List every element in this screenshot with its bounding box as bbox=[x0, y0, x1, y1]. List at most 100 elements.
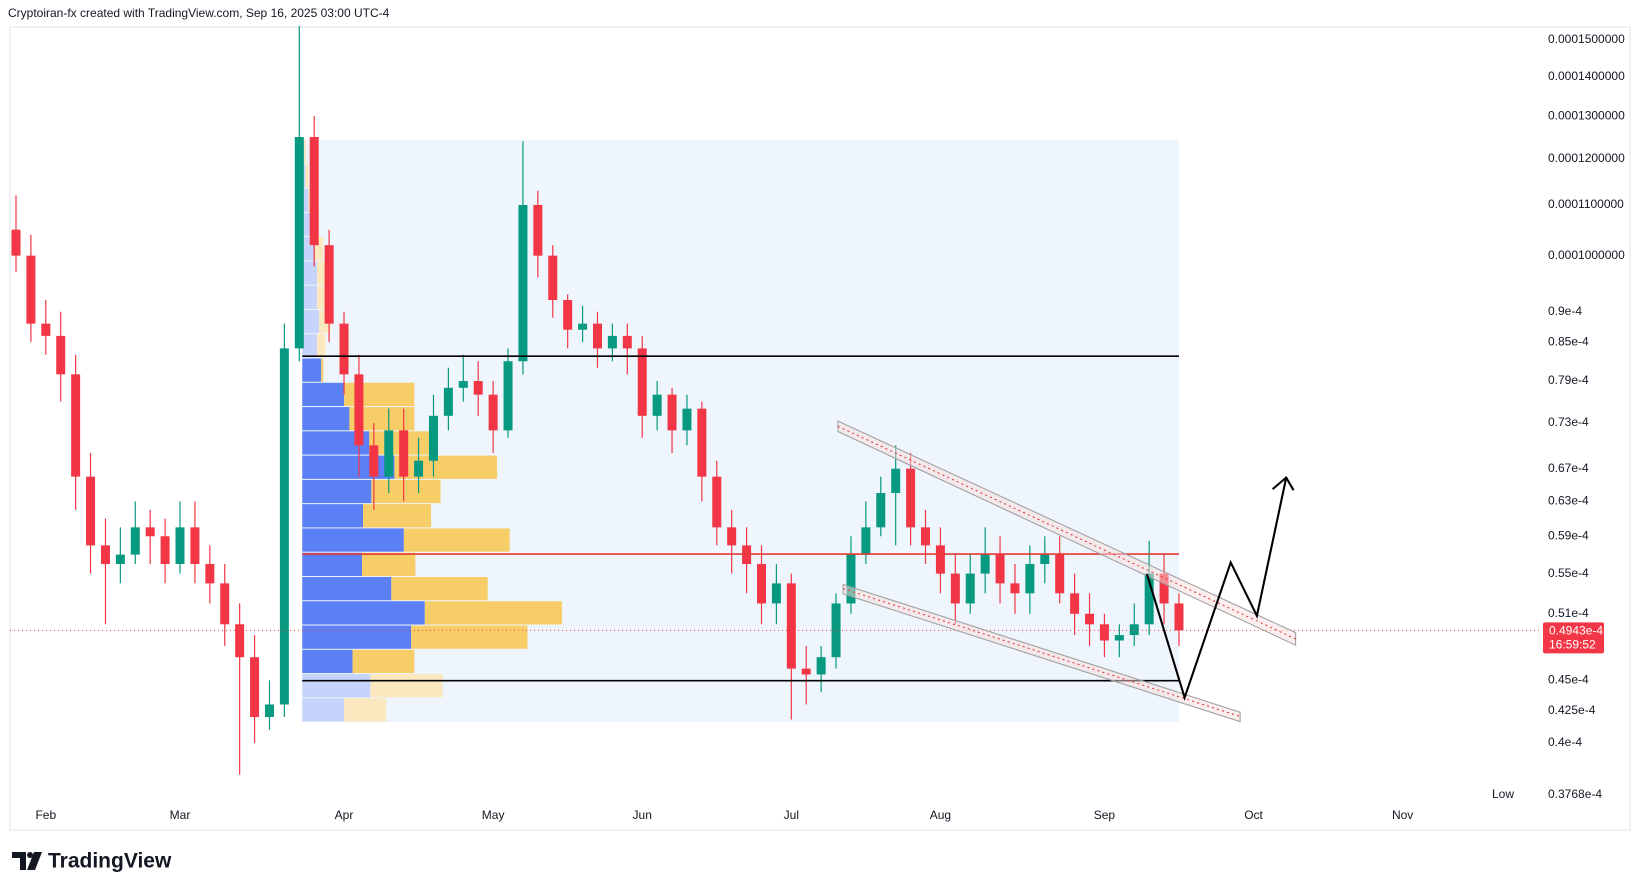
x-tick-label: Nov bbox=[1392, 808, 1413, 822]
candle-body bbox=[428, 415, 438, 461]
candle-body bbox=[995, 554, 1005, 584]
axis-layer: 0.0001500000 0.0001400000 0.0001300000 0.00… bbox=[35, 32, 1625, 822]
candle-body bbox=[533, 204, 543, 256]
candle-body bbox=[891, 468, 901, 494]
candle-body bbox=[264, 704, 274, 718]
candle-body bbox=[697, 408, 707, 477]
profile-down bbox=[321, 358, 324, 382]
candle-body bbox=[145, 527, 155, 537]
profile-up bbox=[302, 285, 317, 309]
y-tick-label: 0.425e-4 bbox=[1548, 703, 1596, 717]
candle-body bbox=[1025, 564, 1035, 594]
candle-body bbox=[801, 668, 811, 675]
x-tick-label: Aug bbox=[930, 808, 951, 822]
candle-body bbox=[965, 573, 975, 604]
profile-down bbox=[411, 625, 528, 649]
candle-body bbox=[1144, 573, 1154, 625]
profile-up bbox=[302, 358, 322, 382]
profile-up bbox=[302, 504, 364, 528]
candle-body bbox=[279, 348, 289, 705]
y-tick-label: 0.0001000000 bbox=[1548, 248, 1625, 262]
candle-body bbox=[235, 624, 245, 658]
candles-layer bbox=[11, 26, 1184, 775]
profile-down bbox=[314, 237, 324, 261]
lower-channel bbox=[842, 583, 1241, 723]
y-tick-label: 0.63e-4 bbox=[1548, 494, 1589, 508]
candle-body bbox=[771, 583, 781, 604]
candle-body bbox=[667, 394, 677, 431]
candle-body bbox=[950, 573, 960, 604]
y-tick-label: 0.79e-4 bbox=[1548, 373, 1589, 387]
profile-down bbox=[304, 140, 307, 164]
candle-body bbox=[876, 493, 886, 528]
candle-body bbox=[1055, 554, 1065, 594]
candle-body bbox=[637, 348, 647, 416]
candle-body bbox=[607, 335, 617, 349]
candle-body bbox=[324, 245, 334, 324]
y-tick-label: 0.4e-4 bbox=[1548, 735, 1582, 749]
y-tick-label: 0.51e-4 bbox=[1548, 606, 1589, 620]
profile-area bbox=[302, 139, 1179, 723]
profile-layer bbox=[302, 139, 1179, 723]
y-tick-label: 0.85e-4 bbox=[1548, 334, 1589, 348]
candle-body bbox=[682, 408, 692, 431]
profile-up bbox=[302, 334, 317, 358]
profile-down bbox=[394, 455, 498, 479]
upper-channel-mid bbox=[837, 425, 1296, 640]
candle-body bbox=[727, 527, 737, 546]
candle-body bbox=[831, 603, 841, 658]
profile-up bbox=[302, 625, 412, 649]
candle-body bbox=[622, 335, 632, 349]
candle-body bbox=[294, 136, 304, 349]
candle-body bbox=[861, 527, 871, 555]
x-tick-label: Jul bbox=[784, 808, 799, 822]
low-label: Low bbox=[1492, 787, 1514, 801]
candle-body bbox=[250, 657, 260, 718]
candle-body bbox=[518, 204, 528, 362]
profile-up bbox=[302, 576, 392, 601]
y-tick-label: 0.67e-4 bbox=[1548, 461, 1589, 475]
candle-body bbox=[592, 323, 602, 349]
profile-down bbox=[349, 407, 415, 431]
candle-body bbox=[1159, 573, 1169, 604]
candle-body bbox=[414, 460, 424, 477]
profile-down bbox=[370, 674, 443, 698]
countdown: 16:59:52 bbox=[1549, 638, 1596, 652]
candle-body bbox=[1010, 583, 1020, 594]
x-tick-label: Mar bbox=[170, 808, 191, 822]
profile-up bbox=[302, 382, 345, 407]
x-tick-label: Apr bbox=[335, 808, 354, 822]
y-tick-label: 0.0001400000 bbox=[1548, 69, 1625, 83]
candle-body bbox=[1129, 624, 1139, 636]
profile-up bbox=[302, 552, 362, 576]
candle-body bbox=[100, 545, 110, 565]
candle-body bbox=[1085, 613, 1095, 625]
profile-up bbox=[302, 601, 425, 625]
candle-body bbox=[384, 430, 394, 477]
candle-body bbox=[86, 476, 96, 546]
candle-body bbox=[578, 323, 588, 330]
candle-body bbox=[26, 255, 36, 324]
candle-body bbox=[652, 394, 662, 416]
lower-channel-mid bbox=[842, 588, 1241, 717]
candle-body bbox=[339, 323, 349, 375]
candle-body bbox=[816, 657, 826, 675]
candle-body bbox=[443, 387, 453, 416]
projection-path bbox=[1145, 477, 1288, 701]
candle-body bbox=[399, 430, 409, 477]
y-tick-label: 0.0001300000 bbox=[1548, 108, 1625, 122]
profile-up bbox=[302, 261, 317, 285]
candle-body bbox=[11, 229, 21, 256]
candle-body bbox=[71, 374, 81, 477]
profile-up bbox=[302, 212, 313, 237]
candle-body bbox=[205, 564, 215, 584]
candle-body bbox=[712, 476, 722, 528]
candle-body bbox=[1099, 624, 1109, 641]
candle-body bbox=[41, 323, 51, 336]
y-tick-label: 0.45e-4 bbox=[1548, 673, 1589, 687]
y-tick-label: 0.55e-4 bbox=[1548, 566, 1589, 580]
low-value-label: 0.3768e-4 bbox=[1548, 787, 1602, 801]
profile-down bbox=[391, 576, 488, 601]
